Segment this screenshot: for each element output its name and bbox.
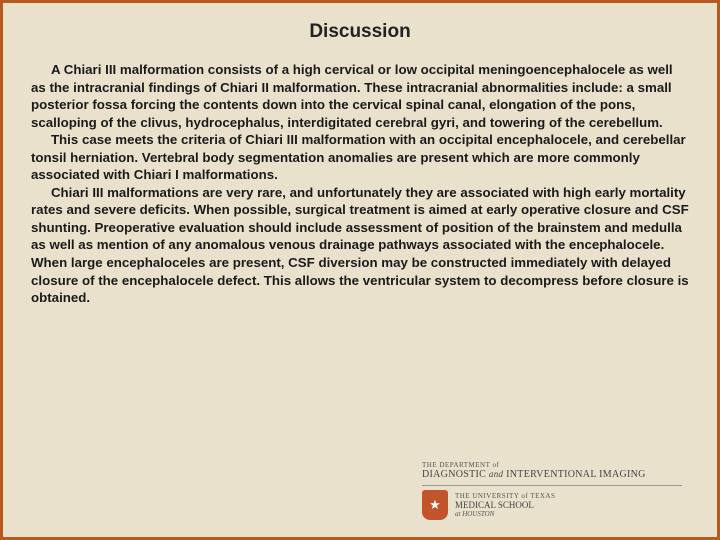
university-text: THE UNIVERSITY of TEXAS MEDICAL SCHOOL a…: [455, 492, 555, 518]
university-logo-row: ★ THE UNIVERSITY of TEXAS MEDICAL SCHOOL…: [422, 485, 682, 523]
slide-title: Discussion: [31, 21, 689, 43]
department-text: THE DEPARTMENT of DIAGNOSTIC and INTERVE…: [422, 461, 646, 480]
univ-loc: at HOUSTON: [455, 510, 555, 518]
dept-prefix: THE DEPARTMENT of: [422, 461, 646, 469]
univ-name: MEDICAL SCHOOL: [455, 500, 555, 510]
body-text: A Chiari III malformation consists of a …: [31, 61, 689, 307]
department-logo-row: THE DEPARTMENT of DIAGNOSTIC and INTERVE…: [422, 458, 682, 483]
logo-area: THE DEPARTMENT of DIAGNOSTIC and INTERVE…: [422, 458, 682, 523]
paragraph-1-text: A Chiari III malformation consists of a …: [31, 62, 673, 130]
paragraph-2: This case meets the criteria of Chiari I…: [31, 131, 689, 184]
dept-name: DIAGNOSTIC and INTERVENTIONAL IMAGING: [422, 469, 646, 480]
dept-name-2: INTERVENTIONAL IMAGING: [506, 469, 646, 480]
paragraph-1: A Chiari III malformation consists of a …: [31, 61, 689, 131]
dept-name-1: DIAGNOSTIC: [422, 469, 486, 480]
slide-container: Discussion A Chiari III malformation con…: [0, 0, 720, 540]
paragraph-2-text: This case meets the criteria of Chiari I…: [31, 132, 686, 182]
dept-and: and: [489, 469, 503, 479]
paragraph-3: Chiari III malformations are very rare, …: [31, 184, 689, 307]
univ-prefix: THE UNIVERSITY of TEXAS: [455, 492, 555, 500]
paragraph-3-text: Chiari III malformations are very rare, …: [31, 185, 689, 305]
shield-icon: ★: [422, 490, 448, 520]
star-icon: ★: [429, 497, 441, 513]
